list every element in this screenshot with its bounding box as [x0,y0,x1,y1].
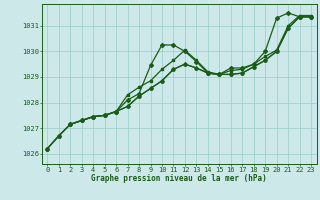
X-axis label: Graphe pression niveau de la mer (hPa): Graphe pression niveau de la mer (hPa) [91,174,267,183]
